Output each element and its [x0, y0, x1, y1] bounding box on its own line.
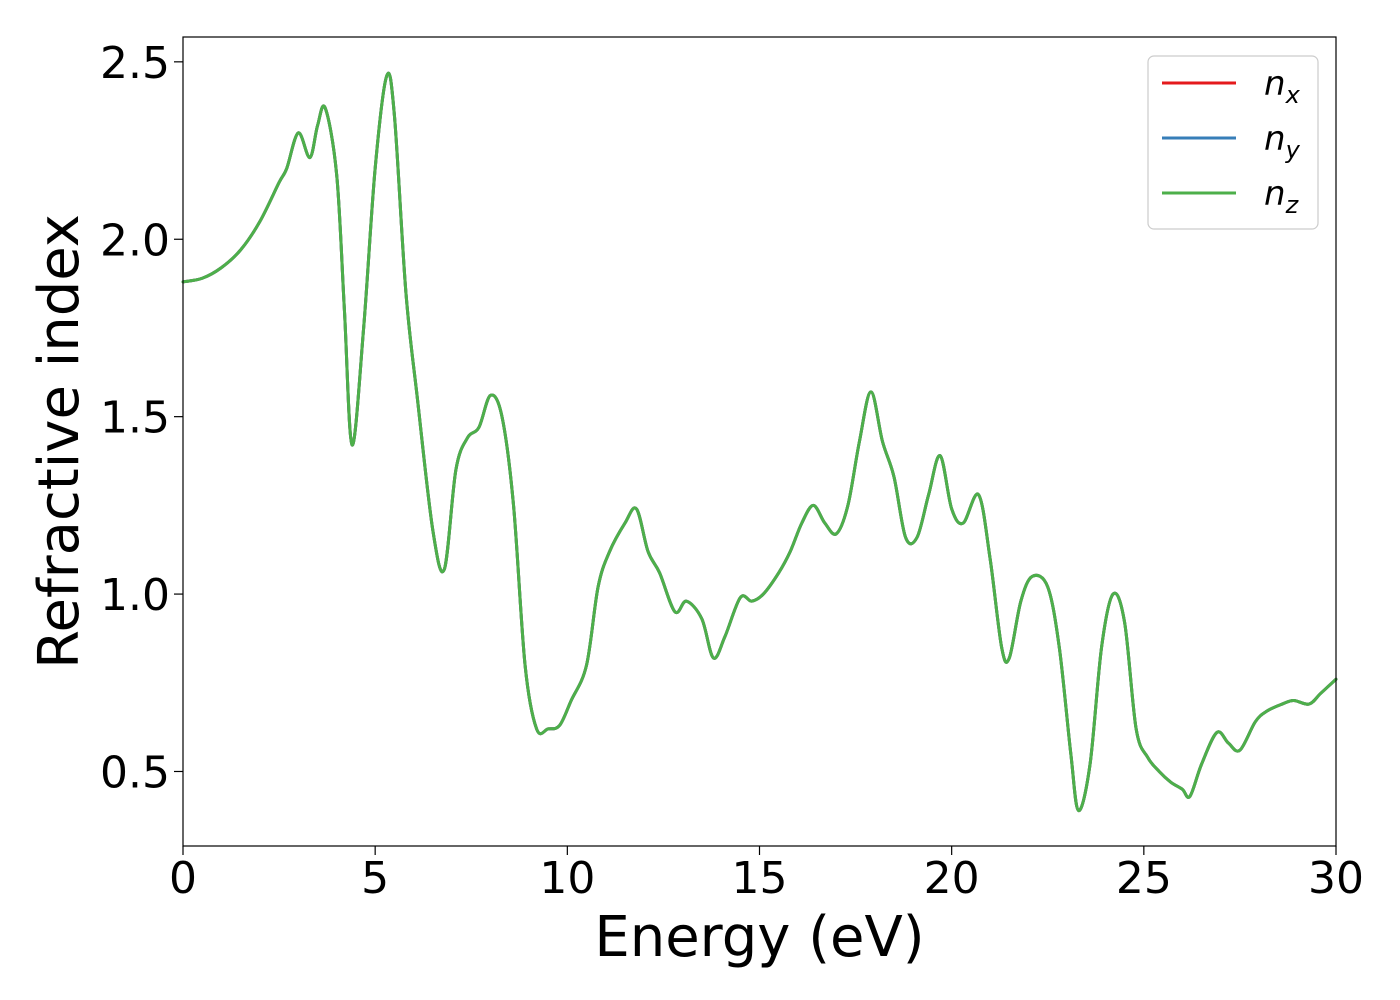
x-axis-ticks: 0 5 10 15 20 25 30: [169, 846, 1364, 904]
x-tick-label: 25: [1116, 853, 1172, 904]
x-tick-label: 0: [169, 853, 197, 904]
x-tick-label: 5: [361, 853, 389, 904]
series-layer: [181, 71, 1338, 813]
y-tick-label: 0.5: [100, 747, 170, 798]
y-tick-label: 2.0: [100, 215, 170, 266]
x-tick-label: 30: [1308, 853, 1364, 904]
y-axis-ticks: 0.5 1.0 1.5 2.0 2.5: [100, 38, 183, 798]
legend-box: [1147, 55, 1319, 230]
x-tick-label: 15: [732, 853, 788, 904]
y-tick-label: 1.5: [100, 393, 170, 444]
series-line-n-z: [181, 71, 1338, 813]
legend-label-nx: nx: [1264, 64, 1301, 109]
y-tick-label: 1.0: [100, 570, 170, 621]
y-tick-label: 2.5: [100, 38, 170, 89]
x-tick-label: 20: [924, 853, 980, 904]
x-axis-title: Energy (eV): [594, 905, 924, 970]
legend: nx ny nz: [1147, 55, 1319, 230]
legend-label-ny: ny: [1264, 119, 1301, 164]
legend-label-nz: nz: [1264, 174, 1300, 219]
y-axis-title: Refractive index: [27, 214, 92, 669]
x-tick-label: 10: [539, 853, 595, 904]
